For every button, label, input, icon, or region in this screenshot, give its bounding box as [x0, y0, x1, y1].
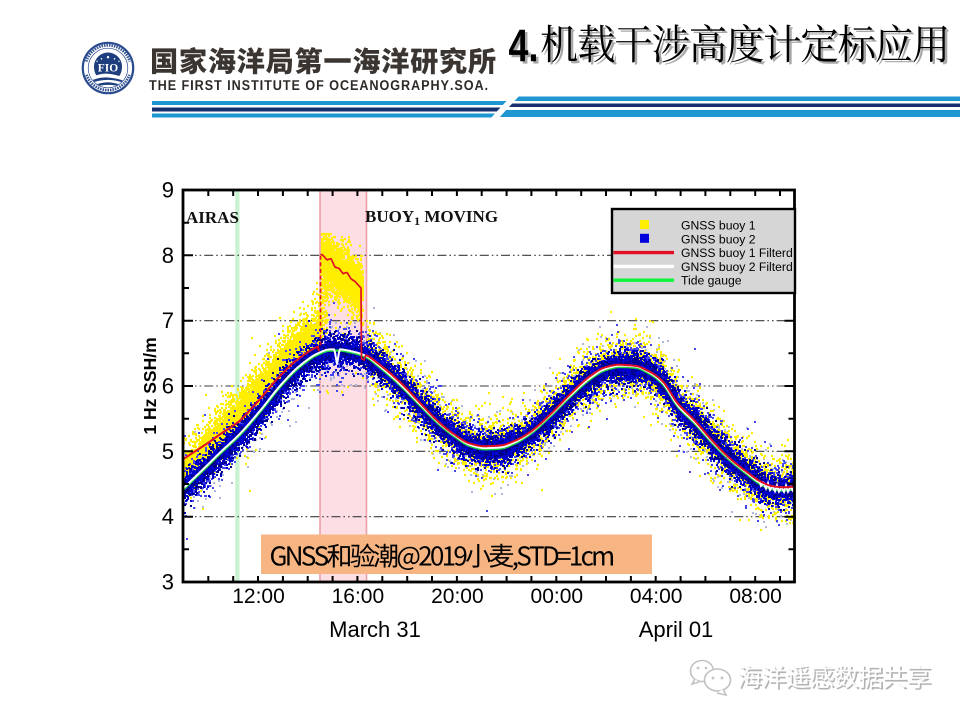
svg-text:9: 9: [162, 178, 174, 203]
svg-text:BUOY1 MOVING: BUOY1 MOVING: [365, 207, 498, 228]
svg-text:08:00: 08:00: [729, 585, 782, 608]
svg-text:GNSS buoy 1: GNSS buoy 1: [681, 219, 756, 233]
svg-text:April 01: April 01: [639, 617, 714, 642]
svg-text:20:00: 20:00: [431, 585, 484, 608]
svg-text:March 31: March 31: [329, 617, 421, 642]
svg-text:16:00: 16:00: [332, 585, 385, 608]
svg-text:6: 6: [162, 374, 174, 399]
svg-text:3: 3: [162, 570, 174, 595]
svg-text:GNSS buoy 2 Filterd: GNSS buoy 2 Filterd: [681, 260, 793, 274]
svg-text:7: 7: [162, 308, 174, 333]
svg-text:04:00: 04:00: [630, 585, 683, 608]
svg-text:5: 5: [162, 439, 174, 464]
svg-text:GNSS buoy 1 Filterd: GNSS buoy 1 Filterd: [681, 246, 793, 260]
svg-text:4: 4: [162, 504, 174, 529]
svg-text:FIO: FIO: [98, 63, 119, 75]
svg-text:1 Hz SSH/m: 1 Hz SSH/m: [140, 337, 160, 434]
svg-text:Tide gauge: Tide gauge: [681, 274, 742, 288]
svg-text:AIRAS: AIRAS: [186, 208, 239, 227]
svg-text:8: 8: [162, 243, 174, 268]
svg-text:00:00: 00:00: [531, 585, 584, 608]
svg-text:GNSS buoy 2: GNSS buoy 2: [681, 232, 756, 246]
svg-text:12:00: 12:00: [232, 585, 285, 608]
